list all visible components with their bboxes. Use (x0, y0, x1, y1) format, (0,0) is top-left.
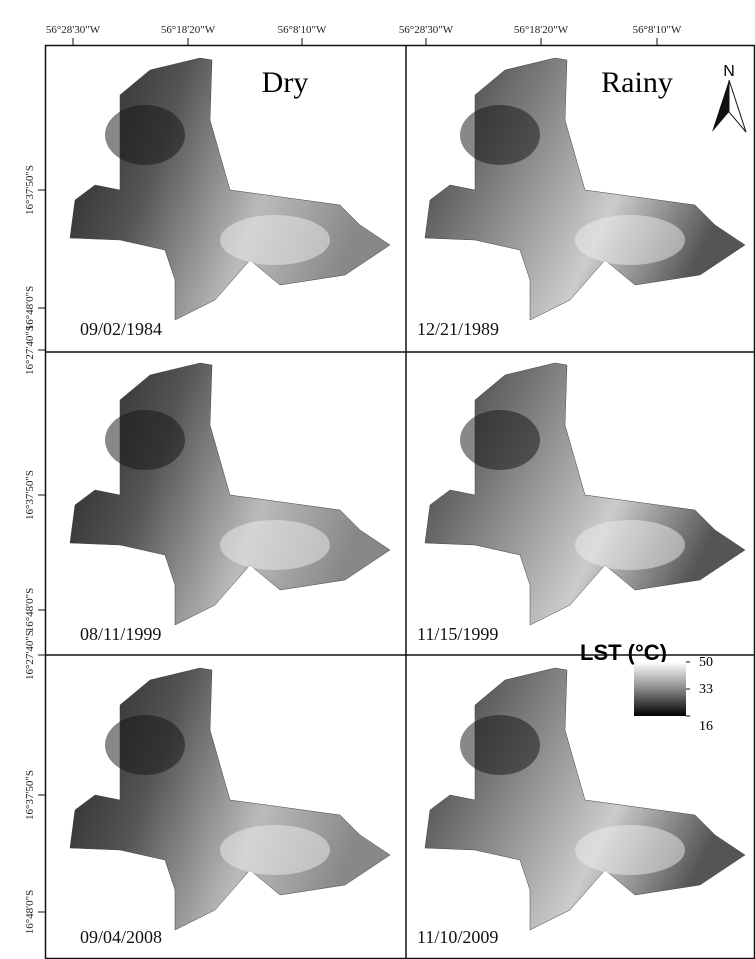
latitude-label: 16°37'50"S (24, 470, 36, 520)
texture (575, 825, 685, 875)
color-bar (634, 662, 686, 716)
latitude-label: 16°48'0"S (24, 588, 36, 633)
study-area (69, 362, 391, 626)
north-label: N (723, 63, 735, 80)
texture (105, 410, 185, 470)
latitude-label: 16°27'40"S (24, 630, 36, 680)
content: 56°28'30"W 56°18'20"W 56°8'10"W 56°28'30"W 5… (24, 24, 747, 947)
legend-tick-label: 50 (699, 655, 713, 670)
longitude-label: 56°28'30"W (399, 24, 454, 36)
texture (105, 715, 185, 775)
study-area (69, 57, 391, 321)
column-title: Dry (262, 66, 309, 99)
longitude-label: 56°18'20"W (514, 24, 569, 36)
study-area (69, 667, 391, 931)
longitude-label: 56°8'10"W (633, 24, 682, 36)
texture (575, 520, 685, 570)
texture (220, 520, 330, 570)
legend-tick-label: 33 (699, 682, 713, 697)
latitude-label: 16°37'50"S (24, 165, 36, 215)
texture (460, 410, 540, 470)
texture (220, 825, 330, 875)
study-area (424, 57, 746, 321)
legend-title: LST (°C) (580, 640, 667, 665)
date-label: 11/15/1999 (417, 624, 498, 644)
texture (105, 105, 185, 165)
date-label: 08/11/1999 (80, 624, 161, 644)
north-arrow (728, 79, 747, 133)
study-area (424, 362, 746, 626)
longitude-label: 56°28'30"W (46, 24, 101, 36)
longitude-label: 56°18'20"W (161, 24, 216, 36)
texture (575, 215, 685, 265)
texture (460, 105, 540, 165)
latitude-label: 16°48'0"S (24, 286, 36, 331)
date-label: 09/02/1984 (80, 319, 162, 339)
latitude-label: 16°27'40"S (24, 325, 36, 375)
legend-tick-label: 16 (699, 719, 713, 734)
texture (460, 715, 540, 775)
latitude-label: 16°48'0"S (24, 890, 36, 935)
column-title: Rainy (601, 66, 673, 99)
texture (220, 215, 330, 265)
study-area (424, 667, 746, 931)
north-arrow (712, 80, 729, 132)
date-label: 11/10/2009 (417, 927, 498, 947)
longitude-label: 56°8'10"W (278, 24, 327, 36)
date-label: 12/21/1989 (417, 319, 499, 339)
latitude-label: 16°37'50"S (24, 770, 36, 820)
date-label: 09/04/2008 (80, 927, 162, 947)
